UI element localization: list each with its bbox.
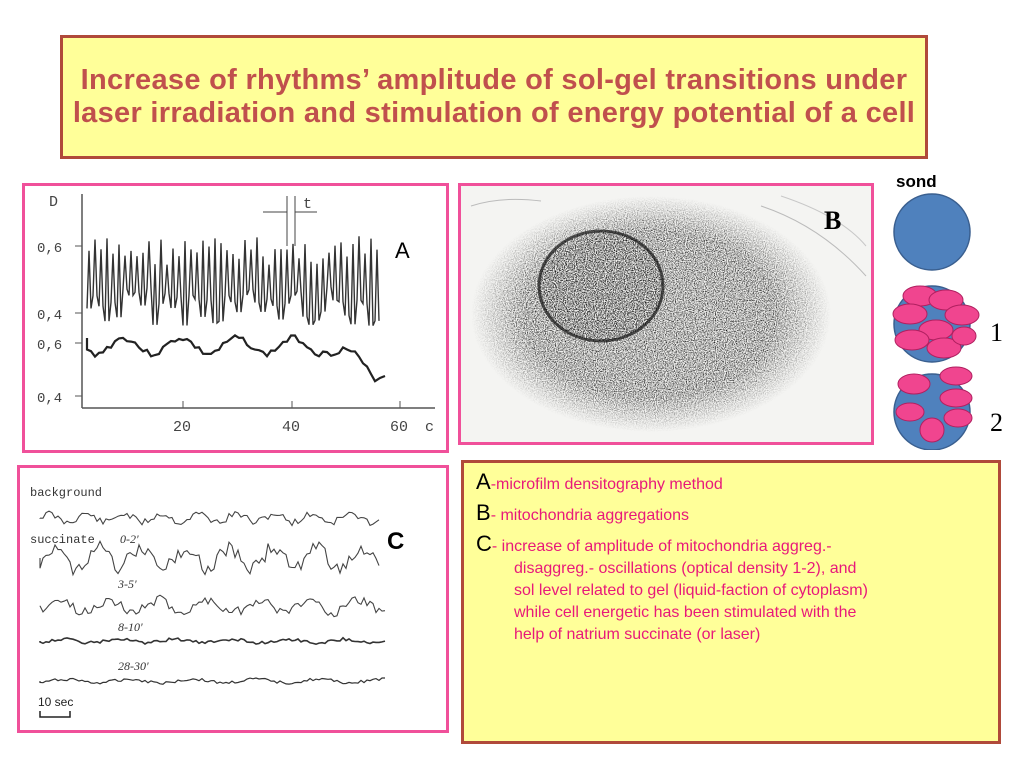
legend-c-line: sol level related to gel (liquid-faction…: [514, 582, 868, 599]
fiber-line: [780, 195, 867, 247]
x-tick-60: 60: [390, 419, 408, 436]
y-tick-bottom-04: 0,4: [37, 391, 62, 407]
legend-c-line: while cell energetic has been stimulated…: [514, 604, 857, 621]
mitochondrion: [939, 366, 973, 386]
mitochondrion: [951, 326, 977, 346]
trace-time-0-2: 0-2': [120, 532, 139, 546]
mitochondrion: [919, 417, 945, 443]
slide-title: Increase of rhythms’ amplitude of sol-ge…: [72, 64, 916, 129]
legend-b-text: - mitochondria aggregations: [490, 507, 690, 524]
legend-c-line: help of natrium succinate (or laser): [514, 626, 761, 643]
legend-item-c: C- increase of amplitude of mitochondria…: [476, 533, 988, 558]
y-tick-bottom-06: 0,6: [37, 338, 62, 354]
nucleus-outline: [537, 229, 665, 343]
legend-c-line: disaggreg.- oscillations (optical densit…: [514, 560, 857, 577]
mitochondrion: [939, 388, 973, 408]
y-axis-label: D: [49, 194, 58, 211]
recordings-graph: background succinate 0-2' 3-5' 8-10' 28-…: [30, 486, 386, 718]
y-tick-top-04: 0,4: [37, 308, 62, 324]
sond-label: sond: [896, 172, 937, 191]
panel-b-letter: B: [824, 206, 842, 235]
title-box: Increase of rhythms’ amplitude of sol-ge…: [60, 35, 928, 159]
legend-c-text-first: - increase of amplitude of mitochondria …: [491, 538, 832, 555]
oscillation-trace-top: [86, 236, 380, 326]
mitochondrion: [892, 303, 928, 325]
recording-trace-3-5: [39, 594, 386, 618]
panel-a-densitogram: D 0,6 0,4 0,6 0,4 20 40 60 c t A: [22, 183, 449, 453]
panel-b-micrograph: B: [458, 183, 874, 445]
mitochondrion: [894, 329, 930, 351]
densitogram-graph: D 0,6 0,4 0,6 0,4 20 40 60 c t: [37, 194, 435, 436]
legend-box: A-microfilm densitography method B- mito…: [461, 460, 1001, 744]
oscillation-trace-bottom: [85, 334, 386, 383]
mitochondrion: [928, 289, 964, 311]
panel-c-letter: C: [387, 528, 405, 555]
x-tick-40: 40: [282, 419, 300, 436]
trace-time-3-5: 3-5': [117, 577, 137, 591]
legend-c-letter: C: [476, 531, 492, 556]
mitochondrion: [944, 304, 980, 326]
legend-a-text: -microfilm densitography method: [490, 476, 723, 493]
y-tick-top-06: 0,6: [37, 241, 62, 257]
panel-a-letter: A: [395, 238, 410, 263]
legend-b-letter: B: [476, 500, 491, 525]
mitochondrion: [943, 408, 973, 428]
nucleus: [539, 231, 663, 341]
mitochondrion: [897, 373, 931, 395]
scale-bar: [39, 711, 71, 718]
scale-bar-label: 10 sec: [38, 695, 73, 709]
x-tick-20: 20: [173, 419, 191, 436]
mitochondria-schematic: [892, 193, 980, 450]
sond-cell: [893, 193, 971, 271]
legend-item-a: A-microfilm densitography method: [476, 471, 988, 496]
recording-trace-8-10: [39, 636, 386, 646]
fiber-line: [760, 205, 867, 277]
fiber-line: [470, 198, 542, 207]
recording-trace-28-30: [39, 677, 385, 685]
state-2-label: 2: [990, 408, 1003, 437]
trace-label-background: background: [30, 486, 102, 500]
mitochondrion: [895, 402, 925, 422]
state-1-label: 1: [990, 318, 1003, 347]
trace-time-28-30: 28-30': [118, 659, 149, 673]
interval-label: t: [303, 196, 312, 213]
recording-trace-background: [39, 510, 380, 527]
x-unit: c: [425, 419, 434, 436]
trace-time-8-10: 8-10': [118, 620, 143, 634]
mitochondrion: [926, 337, 962, 359]
legend-item-b: B- mitochondria aggregations: [476, 502, 988, 527]
legend-a-letter: A: [476, 469, 491, 494]
panel-c-recordings: background succinate 0-2' 3-5' 8-10' 28-…: [17, 465, 449, 733]
micrograph-image: [461, 186, 871, 442]
trace-label-succinate: succinate: [30, 533, 95, 547]
recording-trace-0-2: [39, 540, 380, 577]
